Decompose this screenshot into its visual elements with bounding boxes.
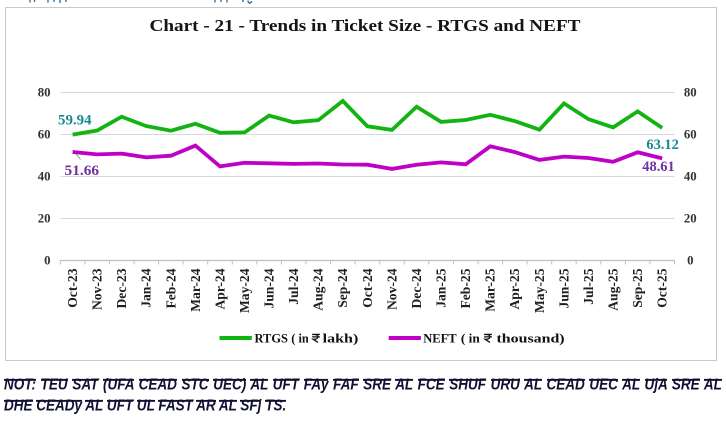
svg-text:Jan-25: Jan-25 (434, 268, 449, 307)
svg-text:40: 40 (684, 170, 697, 184)
svg-text:May-24: May-24 (237, 268, 252, 313)
svg-text:Jan-24: Jan-24 (139, 268, 154, 307)
svg-text:48.61: 48.61 (642, 159, 675, 175)
svg-text:Aug-25: Aug-25 (606, 268, 621, 310)
svg-text:Mar-24: Mar-24 (188, 268, 203, 311)
svg-text:Jul-25: Jul-25 (581, 268, 596, 304)
svg-text:80: 80 (38, 86, 51, 100)
svg-text:Feb-24: Feb-24 (163, 268, 178, 308)
svg-text:59.94: 59.94 (58, 113, 92, 129)
svg-text:Oct-23: Oct-23 (65, 268, 80, 307)
svg-text:( in: ( in (461, 330, 481, 345)
svg-text:Nov-24: Nov-24 (384, 268, 399, 310)
svg-text:51.66: 51.66 (65, 163, 100, 179)
svg-text:Apr-24: Apr-24 (212, 268, 227, 309)
svg-text:Aug-24: Aug-24 (311, 268, 326, 310)
svg-text:0: 0 (44, 254, 50, 268)
svg-text:20: 20 (684, 212, 697, 226)
svg-text:lakh): lakh) (323, 330, 359, 345)
svg-text:Jun-24: Jun-24 (262, 268, 277, 308)
svg-text:20: 20 (38, 212, 51, 226)
svg-text:Feb-25: Feb-25 (458, 268, 473, 308)
svg-text:May-25: May-25 (532, 268, 547, 313)
svg-text:Jul-24: Jul-24 (286, 268, 301, 304)
svg-text:63.12: 63.12 (646, 137, 679, 153)
svg-text:Dec-23: Dec-23 (114, 268, 129, 308)
svg-text:Dec-24: Dec-24 (409, 268, 424, 308)
svg-text:Nov-23: Nov-23 (90, 268, 105, 310)
svg-text:0: 0 (687, 254, 693, 268)
svg-text:Oct-25: Oct-25 (655, 268, 670, 307)
svg-text:RTGS: RTGS (255, 330, 288, 345)
svg-text:( in: ( in (291, 330, 309, 345)
svg-text:80: 80 (684, 86, 697, 100)
svg-text:NEFT: NEFT (423, 330, 457, 345)
svg-text:Sep-25: Sep-25 (630, 268, 645, 307)
svg-text:Mar-25: Mar-25 (483, 268, 498, 311)
svg-text:thousand): thousand) (497, 330, 565, 345)
svg-text:60: 60 (684, 128, 697, 142)
svg-text:Jun-25: Jun-25 (556, 268, 571, 308)
svg-text:Oct-24: Oct-24 (360, 268, 375, 307)
svg-text:40: 40 (38, 170, 51, 184)
svg-text:Apr-25: Apr-25 (507, 268, 522, 309)
svg-text:60: 60 (38, 128, 51, 142)
svg-text:Sep-24: Sep-24 (335, 268, 350, 307)
svg-text:Chart - 21 - Trends in Ticket: Chart - 21 - Trends in Ticket Size - RTG… (150, 16, 581, 35)
